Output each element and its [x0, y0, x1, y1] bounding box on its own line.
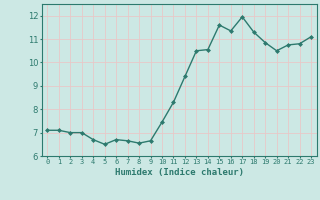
X-axis label: Humidex (Indice chaleur): Humidex (Indice chaleur)	[115, 168, 244, 177]
